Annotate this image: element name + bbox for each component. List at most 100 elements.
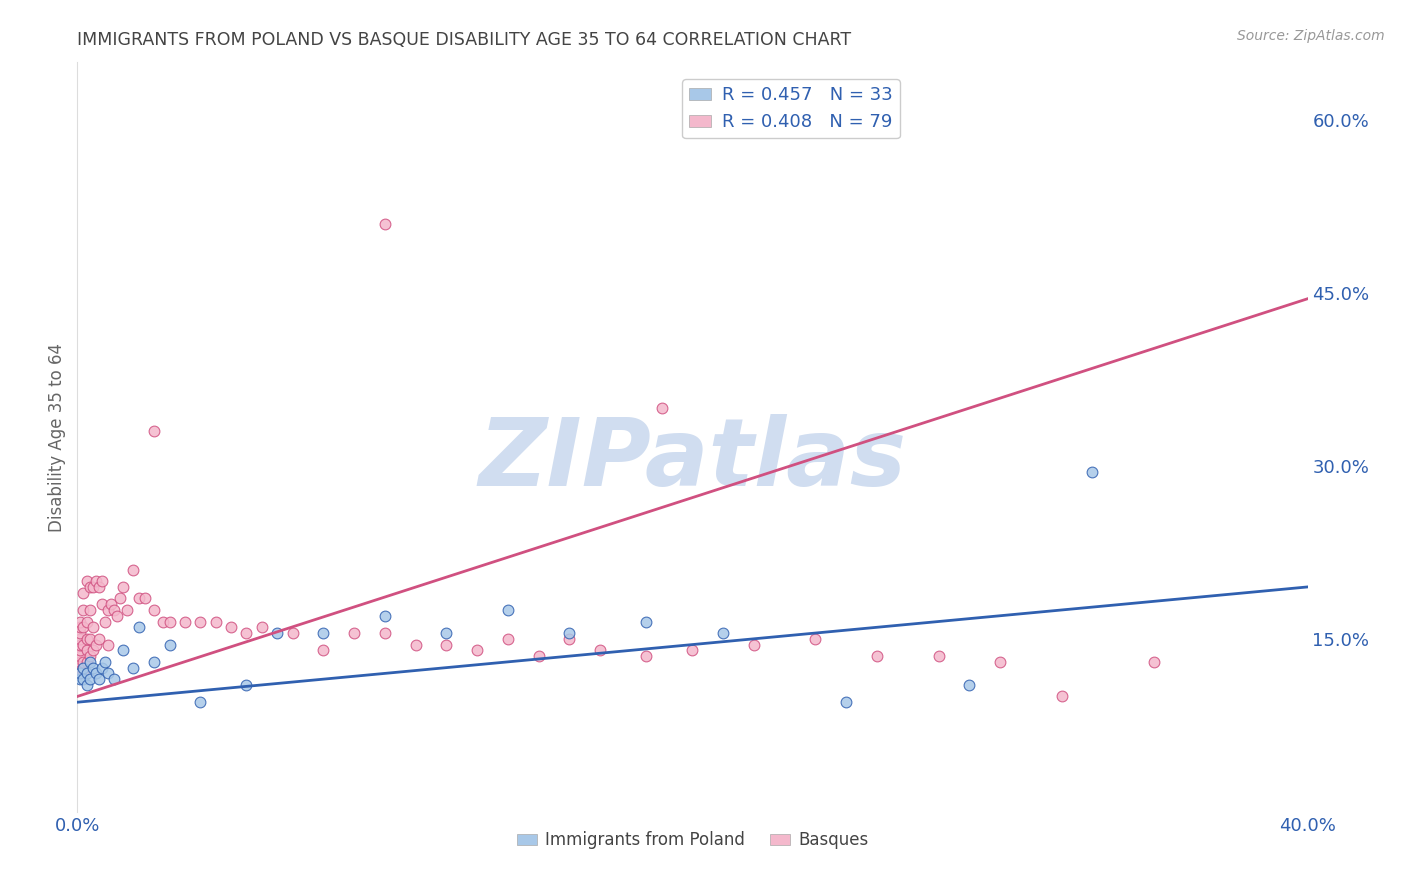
Point <box>1050 690 1073 704</box>
Point <box>103 672 125 686</box>
Point <box>405 638 427 652</box>
Point <box>69 638 91 652</box>
Point <box>76 615 98 629</box>
Point <box>72 660 94 674</box>
Point <box>82 660 104 674</box>
Point <box>374 217 396 231</box>
Point <box>219 620 242 634</box>
Point <box>84 638 107 652</box>
Point <box>105 608 128 623</box>
Point <box>374 608 396 623</box>
Point <box>121 660 143 674</box>
Point <box>121 563 143 577</box>
Point <box>72 672 94 686</box>
Y-axis label: Disability Age 35 to 64: Disability Age 35 to 64 <box>48 343 66 532</box>
Point <box>69 632 91 646</box>
Point <box>69 660 91 674</box>
Point <box>69 666 91 681</box>
Point <box>76 643 98 657</box>
Point <box>988 655 1011 669</box>
Point <box>79 655 101 669</box>
Point <box>94 615 117 629</box>
Point <box>188 615 212 629</box>
Point <box>204 615 226 629</box>
Point <box>651 401 673 416</box>
Point <box>112 580 135 594</box>
Point <box>115 603 138 617</box>
Point <box>527 649 550 664</box>
Point <box>928 649 950 664</box>
Point <box>72 638 94 652</box>
Point <box>69 626 91 640</box>
Point <box>159 615 181 629</box>
Point <box>79 632 101 646</box>
Point <box>281 626 304 640</box>
Point <box>90 574 114 589</box>
Point <box>465 643 488 657</box>
Point <box>682 643 704 657</box>
Point <box>436 626 458 640</box>
Legend: Immigrants from Poland, Basques: Immigrants from Poland, Basques <box>510 824 875 855</box>
Point <box>72 585 94 599</box>
Point <box>804 632 827 646</box>
Point <box>112 643 135 657</box>
Point <box>72 620 94 634</box>
Point <box>72 666 94 681</box>
Point <box>76 666 98 681</box>
Point <box>159 638 181 652</box>
Point <box>143 655 166 669</box>
Point <box>94 655 117 669</box>
Point <box>72 660 94 674</box>
Point <box>312 626 335 640</box>
Point <box>496 603 519 617</box>
Point <box>87 632 110 646</box>
Point <box>76 574 98 589</box>
Point <box>374 626 396 640</box>
Point <box>79 603 101 617</box>
Point <box>69 643 91 657</box>
Point <box>558 626 581 640</box>
Point <box>134 591 156 606</box>
Text: ZIPatlas: ZIPatlas <box>478 414 907 506</box>
Point <box>87 672 110 686</box>
Point <box>152 615 174 629</box>
Point <box>235 626 257 640</box>
Point <box>87 580 110 594</box>
Point <box>636 615 658 629</box>
Point <box>312 643 335 657</box>
Point <box>250 620 273 634</box>
Point <box>76 632 98 646</box>
Point <box>82 643 104 657</box>
Point <box>266 626 288 640</box>
Point <box>79 649 101 664</box>
Point <box>957 678 980 692</box>
Point <box>82 620 104 634</box>
Point <box>97 603 120 617</box>
Point <box>128 591 150 606</box>
Text: IMMIGRANTS FROM POLAND VS BASQUE DISABILITY AGE 35 TO 64 CORRELATION CHART: IMMIGRANTS FROM POLAND VS BASQUE DISABIL… <box>77 31 852 49</box>
Point <box>79 580 101 594</box>
Point <box>436 638 458 652</box>
Point <box>711 626 734 640</box>
Point <box>84 574 107 589</box>
Point <box>72 655 94 669</box>
Point <box>866 649 889 664</box>
Point <box>110 591 132 606</box>
Point <box>84 666 107 681</box>
Point <box>69 620 91 634</box>
Point <box>589 643 612 657</box>
Point <box>76 678 98 692</box>
Point <box>79 672 101 686</box>
Point <box>90 597 114 611</box>
Point <box>143 425 166 439</box>
Point <box>90 660 114 674</box>
Text: Source: ZipAtlas.com: Source: ZipAtlas.com <box>1237 29 1385 43</box>
Point <box>69 666 91 681</box>
Point <box>69 615 91 629</box>
Point <box>636 649 658 664</box>
Point <box>143 603 166 617</box>
Point <box>69 649 91 664</box>
Point <box>128 620 150 634</box>
Point <box>1143 655 1166 669</box>
Point <box>1081 465 1104 479</box>
